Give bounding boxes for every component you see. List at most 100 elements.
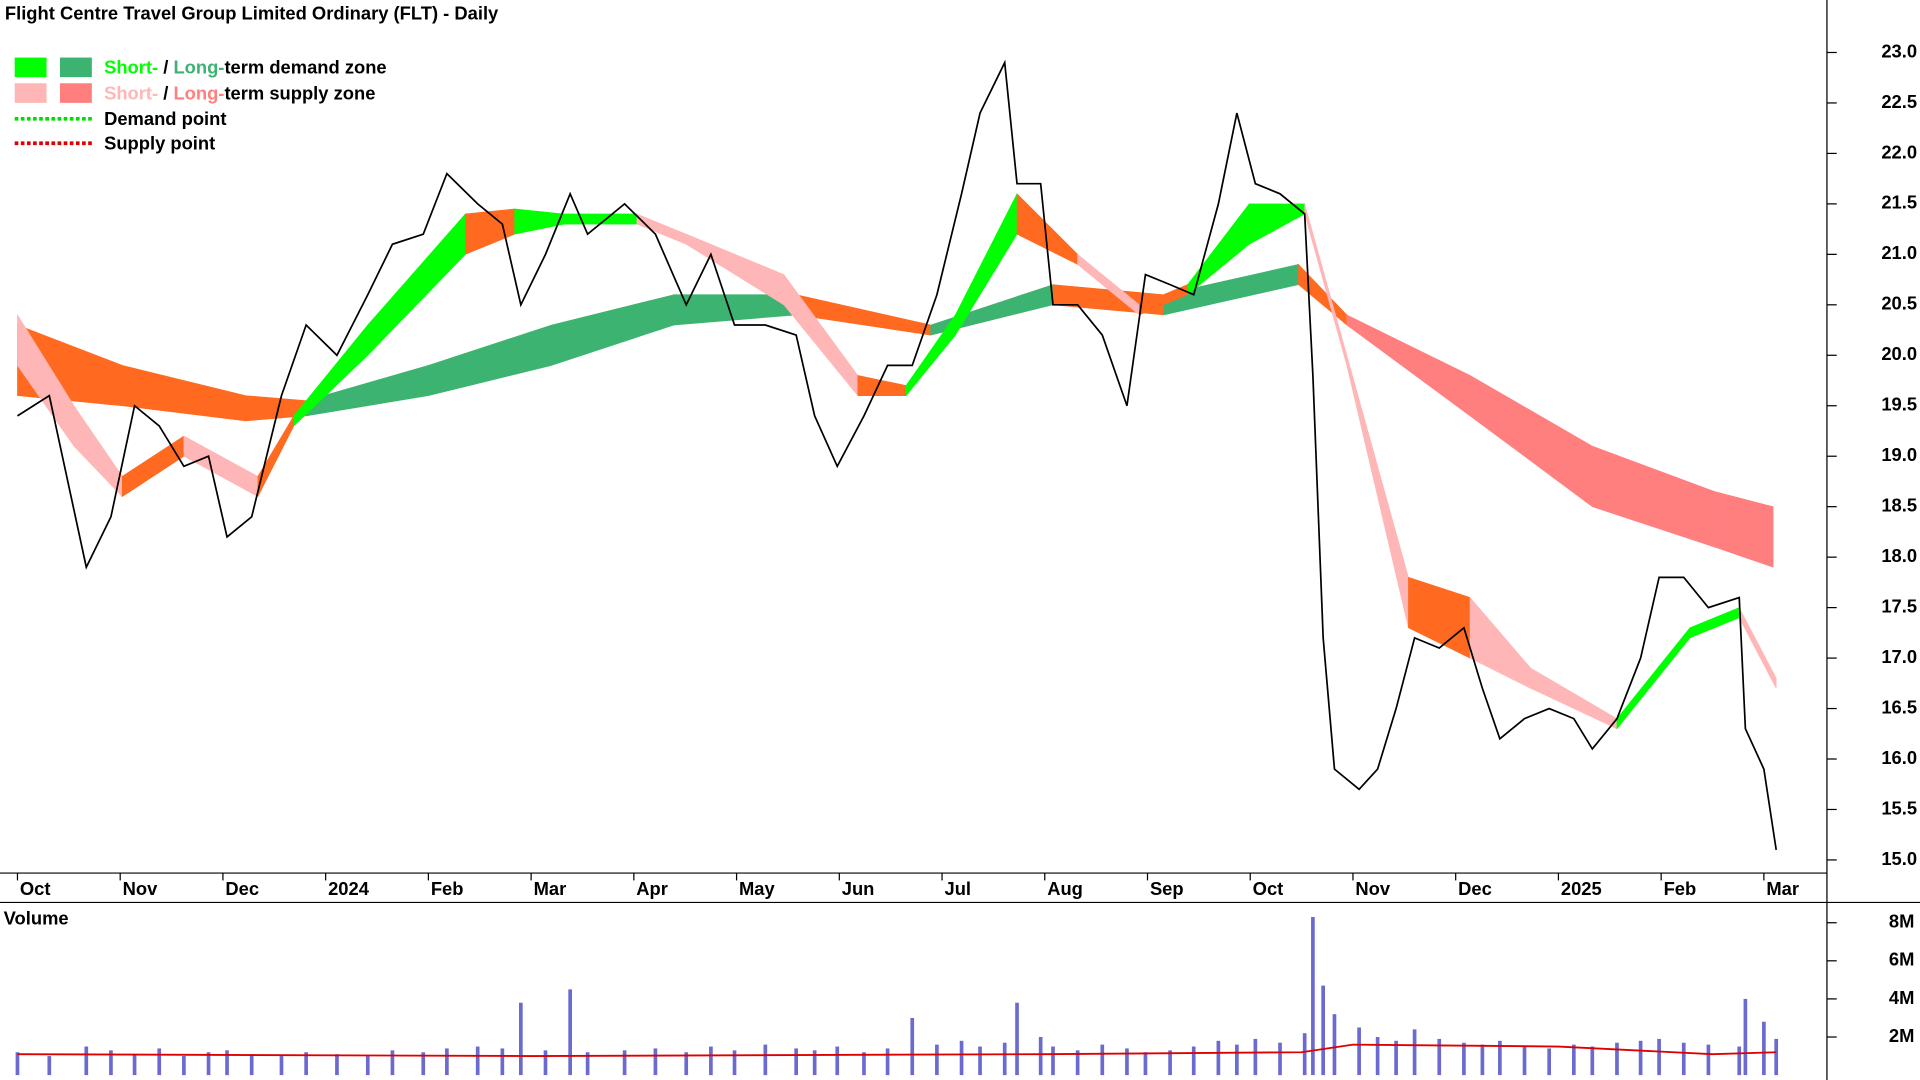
- volume-bar: [1743, 998, 1748, 1076]
- y-tick-label: 21.0: [1881, 242, 1917, 263]
- legend-short: Short-: [104, 56, 158, 77]
- legend-swatch: [14, 83, 47, 103]
- volume-bar: [47, 1056, 52, 1076]
- y-tick-label: 21.5: [1881, 192, 1917, 213]
- x-tick-label: Dec: [225, 878, 259, 899]
- volume-bar: [1571, 1044, 1576, 1076]
- volume-bar: [1002, 1042, 1007, 1076]
- volume-bar: [475, 1046, 480, 1076]
- volume-bar: [225, 1050, 229, 1076]
- volume-bar: [1051, 1046, 1055, 1076]
- price-line: [17, 59, 1778, 850]
- volume-bar: [1168, 1050, 1172, 1076]
- price-layer: [17, 59, 1778, 850]
- volume-bar: [1681, 1042, 1686, 1076]
- volume-y-tick-label: 2M: [1889, 1025, 1915, 1046]
- volume-bar: [1638, 1040, 1643, 1076]
- legend-long: Long-: [173, 82, 224, 103]
- legend-rest: term supply zone: [224, 82, 375, 103]
- x-tick-label: Jun: [842, 878, 875, 899]
- x-tick-label: Feb: [431, 878, 464, 899]
- volume-bar: [1253, 1038, 1258, 1076]
- volume-bar: [365, 1056, 370, 1076]
- volume-bar: [132, 1054, 137, 1076]
- legend-label: Short- / Long-term supply zone: [104, 82, 375, 103]
- volume-bar: [794, 1048, 798, 1076]
- y-tick-label: 20.0: [1881, 343, 1917, 364]
- volume-bar: [1522, 1046, 1527, 1076]
- volume-bar: [1762, 1021, 1766, 1076]
- volume-bar: [653, 1048, 658, 1076]
- volume-bar: [1737, 1046, 1742, 1076]
- x-tick-label: Mar: [534, 878, 567, 899]
- volume-bar: [15, 1052, 20, 1076]
- y-tick-label: 22.5: [1881, 91, 1917, 112]
- volume-bar: [109, 1050, 113, 1076]
- volume-bar: [182, 1056, 186, 1076]
- legend-long: Long-: [173, 56, 224, 77]
- legend: Short- / Long-term demand zone Short- / …: [14, 56, 387, 153]
- y-tick-label: 19.5: [1881, 394, 1917, 415]
- legend-sep: /: [158, 56, 173, 77]
- legend-rest: term demand zone: [224, 56, 386, 77]
- volume-y-tick-label: 6M: [1889, 949, 1915, 970]
- volume-bar: [1311, 917, 1315, 1076]
- x-tick-label: Mar: [1766, 878, 1799, 899]
- volume-bar: [519, 1002, 523, 1076]
- volume-bar: [1462, 1042, 1466, 1076]
- volume-bar: [684, 1052, 689, 1076]
- y-tick-label: 16.5: [1881, 696, 1917, 717]
- volume-bar: [1332, 1014, 1337, 1076]
- volume-bar: [1216, 1040, 1221, 1076]
- volume-bar: [500, 1048, 505, 1076]
- volume-bar: [445, 1048, 449, 1076]
- legend-swatch: [60, 83, 92, 103]
- x-tick-label: Sep: [1150, 878, 1184, 899]
- volume-bar: [279, 1056, 284, 1076]
- volume-bar: [959, 1040, 964, 1076]
- y-tick-label: 19.0: [1881, 444, 1917, 465]
- legend-swatch: [60, 57, 92, 78]
- x-tick-label: Aug: [1047, 878, 1083, 899]
- x-tick-label: Oct: [1253, 878, 1284, 899]
- volume-bar: [1191, 1046, 1196, 1076]
- volume-y-tick-label: 4M: [1889, 987, 1915, 1008]
- volume-bar: [1357, 1027, 1361, 1076]
- volume-bar: [335, 1054, 339, 1076]
- volume-bar: [732, 1050, 737, 1076]
- x-tick-label: 2025: [1561, 878, 1602, 899]
- chart-title: Flight Centre Travel Group Limited Ordin…: [5, 3, 499, 24]
- volume-bar: [1547, 1048, 1552, 1076]
- volume-bar: [568, 989, 572, 1076]
- x-tick-label: Dec: [1458, 878, 1492, 899]
- volume-bar: [84, 1046, 89, 1076]
- legend-sep: /: [158, 82, 173, 103]
- volume-bar: [249, 1054, 254, 1076]
- volume-bar: [157, 1048, 162, 1076]
- legend-swatch: [14, 57, 47, 78]
- y-tick-label: 17.0: [1881, 646, 1917, 667]
- volume-bar: [1075, 1050, 1080, 1076]
- volume-bar: [1498, 1040, 1502, 1076]
- volume-bar: [1143, 1052, 1148, 1076]
- y-tick-label: 17.5: [1881, 595, 1917, 616]
- volume-bar: [1394, 1040, 1398, 1076]
- y-tick-label: 23.0: [1881, 40, 1917, 61]
- y-tick-label: 15.0: [1881, 848, 1917, 869]
- volume-ma-line: [17, 1043, 1777, 1057]
- volume-y-tick-label: 8M: [1889, 911, 1915, 932]
- volume-bar: [1038, 1037, 1043, 1076]
- volume-bar: [763, 1044, 768, 1076]
- volume-bar: [390, 1050, 395, 1076]
- volume-bar: [206, 1052, 211, 1076]
- legend-label: Supply point: [104, 132, 215, 153]
- y-tick-label: 18.0: [1881, 545, 1917, 566]
- volume-bar: [1278, 1042, 1282, 1076]
- volume-bar: [1706, 1044, 1711, 1076]
- volume-bar: [1375, 1037, 1380, 1076]
- x-tick-label: Nov: [123, 878, 158, 899]
- volume-bar: [812, 1050, 817, 1076]
- y-tick-label: 15.5: [1881, 797, 1917, 818]
